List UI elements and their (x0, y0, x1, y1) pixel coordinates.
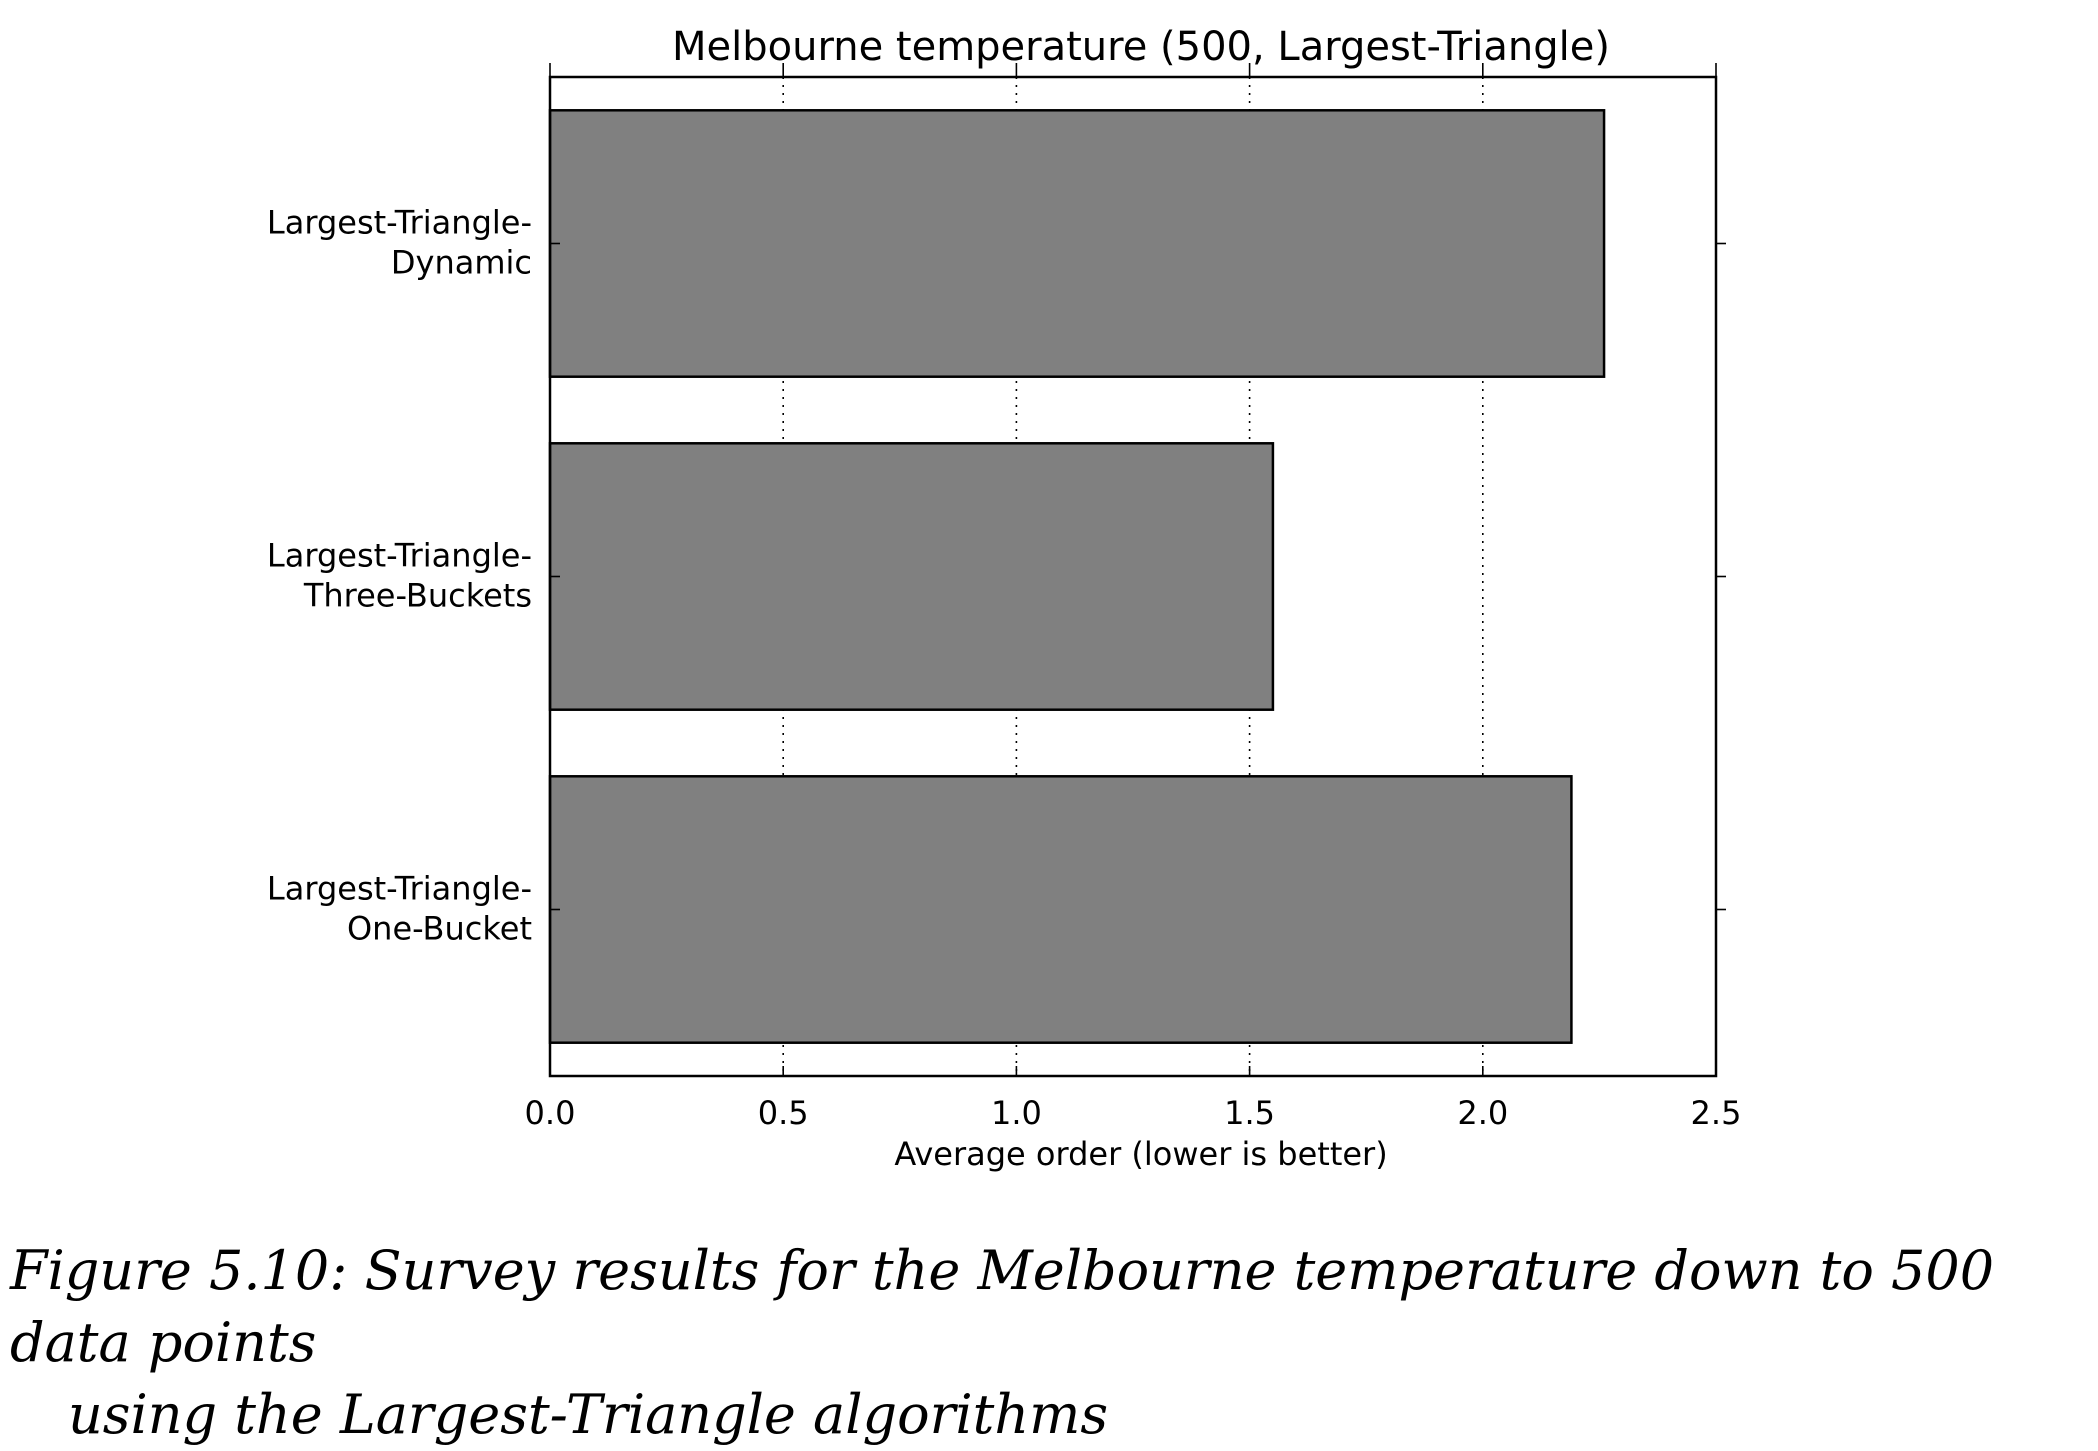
axis-ticks (549, 63, 1726, 1076)
caption-line-1: Figure 5.10: Survey results for the Melb… (10, 1239, 1995, 1374)
x-tick-label: 1.5 (1224, 1094, 1275, 1132)
y-tick-label: Largest-Triangle-One-Bucket (267, 870, 532, 948)
y-tick-labels: Largest-Triangle-Dynamic Largest-Triangle… (267, 204, 532, 948)
bar-chart: Melbourne temperature (500, Largest-Tria… (267, 24, 1742, 1173)
x-tick-label: 1.0 (991, 1094, 1042, 1132)
x-tick-label: 2.0 (1457, 1094, 1508, 1132)
figure-caption: Figure 5.10: Survey results for the Melb… (10, 1235, 2090, 1451)
x-tick-label: 2.5 (1691, 1094, 1742, 1132)
bars (548, 109, 1606, 1044)
bar (548, 775, 1573, 1044)
x-axis-label: Average order (lower is better) (894, 1135, 1387, 1173)
x-tick-label: 0.5 (758, 1094, 809, 1132)
bar (548, 442, 1275, 711)
y-tick-label: Largest-Triangle-Three-Buckets (267, 537, 532, 615)
y-tick-label: Largest-Triangle-Dynamic (267, 204, 532, 282)
caption-line-2: using the Largest-Triangle algorithms (68, 1383, 1109, 1446)
x-tick-labels: 0.0 0.5 1.0 1.5 2.0 2.5 (525, 1094, 1742, 1132)
x-tick-label: 0.0 (525, 1094, 576, 1132)
bar (548, 109, 1606, 378)
chart-title: Melbourne temperature (500, Largest-Tria… (672, 24, 1610, 70)
